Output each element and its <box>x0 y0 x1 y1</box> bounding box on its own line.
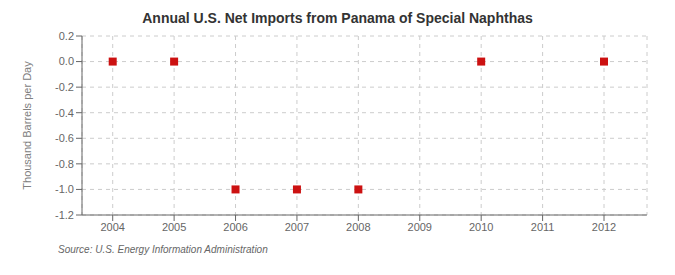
svg-text:-0.8: -0.8 <box>55 158 74 170</box>
svg-text:2007: 2007 <box>285 221 309 233</box>
svg-text:2010: 2010 <box>469 221 493 233</box>
svg-text:2008: 2008 <box>346 221 370 233</box>
svg-text:2005: 2005 <box>162 221 186 233</box>
html-text:Source: U.S. Energy Informatio: Source: U.S. Energy Information Administ… <box>58 244 268 255</box>
html-text:Annual U.S. Net Imports from P: Annual U.S. Net Imports from Panama of S… <box>142 10 533 26</box>
svg-text:2009: 2009 <box>408 221 432 233</box>
svg-text:Thousand Barrels per Day: Thousand Barrels per Day <box>21 61 33 190</box>
svg-text:-0.4: -0.4 <box>55 107 74 119</box>
svg-text:2004: 2004 <box>100 221 124 233</box>
svg-text:-0.6: -0.6 <box>55 132 74 144</box>
svg-text:0.0: 0.0 <box>59 55 74 67</box>
svg-text:-1.0: -1.0 <box>55 183 74 195</box>
svg-text:-1.2: -1.2 <box>55 209 74 221</box>
svg-text:2012: 2012 <box>592 221 616 233</box>
svg-text:2006: 2006 <box>223 221 247 233</box>
svg-text:-0.2: -0.2 <box>55 81 74 93</box>
svg-text:0.2: 0.2 <box>59 30 74 42</box>
svg-text:2011: 2011 <box>531 221 555 233</box>
